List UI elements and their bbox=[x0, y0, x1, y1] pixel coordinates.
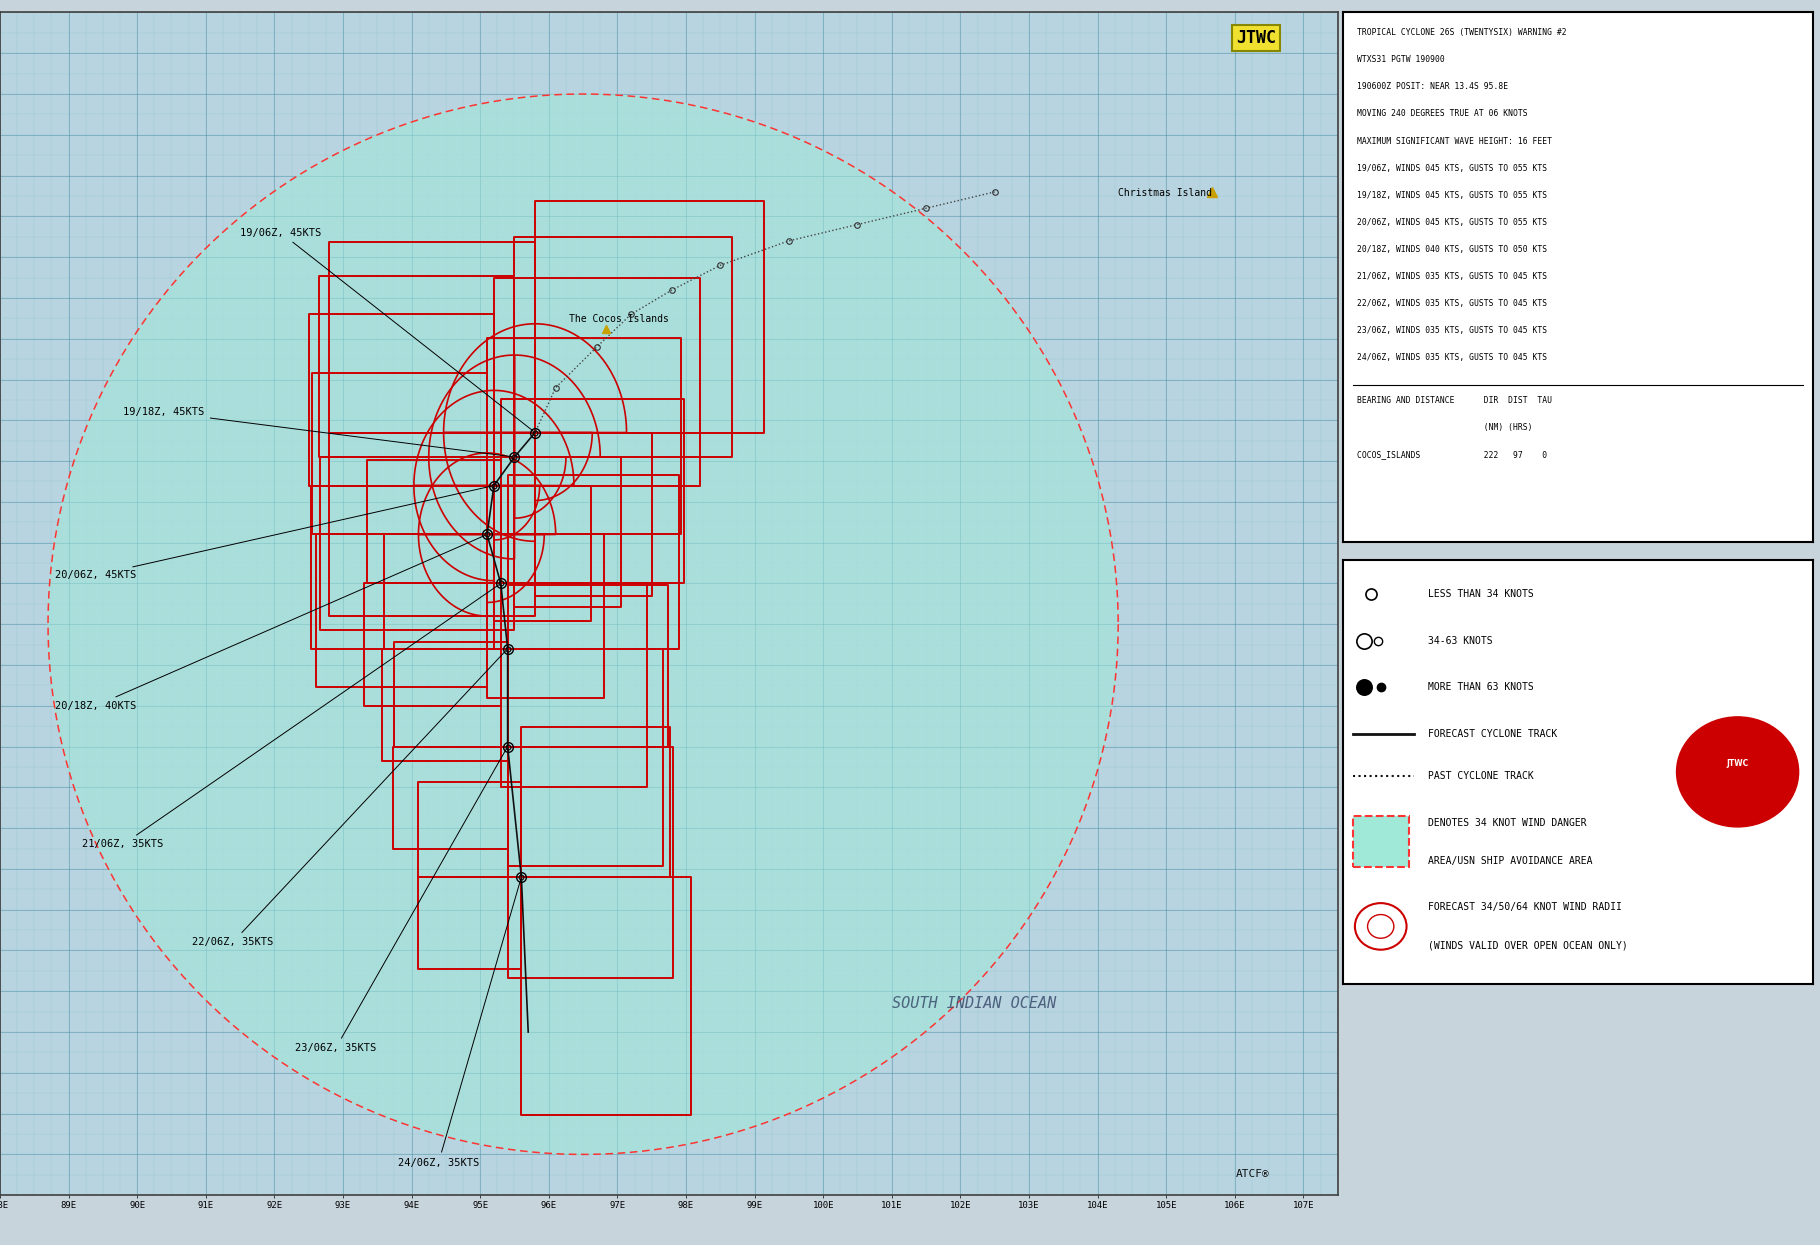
Text: The Cocos Islands: The Cocos Islands bbox=[570, 315, 670, 325]
FancyBboxPatch shape bbox=[1352, 817, 1409, 867]
Text: AREA/USN SHIP AVOIDANCE AREA: AREA/USN SHIP AVOIDANCE AREA bbox=[1427, 855, 1592, 865]
Text: 24/06Z, 35KTS: 24/06Z, 35KTS bbox=[399, 880, 521, 1168]
Circle shape bbox=[1676, 717, 1798, 827]
Text: LESS THAN 34 KNOTS: LESS THAN 34 KNOTS bbox=[1427, 589, 1534, 599]
Text: 23/06Z, 35KTS: 23/06Z, 35KTS bbox=[295, 749, 506, 1053]
Text: 24/06Z, WINDS 035 KTS, GUSTS TO 045 KTS: 24/06Z, WINDS 035 KTS, GUSTS TO 045 KTS bbox=[1358, 352, 1547, 362]
Text: WTXS31 PGTW 190900: WTXS31 PGTW 190900 bbox=[1358, 55, 1445, 65]
Text: (NM) (HRS): (NM) (HRS) bbox=[1358, 423, 1532, 432]
Text: PAST CYCLONE TRACK: PAST CYCLONE TRACK bbox=[1427, 771, 1534, 781]
Text: ATCF®: ATCF® bbox=[1236, 1169, 1269, 1179]
Text: 34-63 KNOTS: 34-63 KNOTS bbox=[1427, 636, 1492, 646]
Text: 21/06Z, WINDS 035 KTS, GUSTS TO 045 KTS: 21/06Z, WINDS 035 KTS, GUSTS TO 045 KTS bbox=[1358, 271, 1547, 280]
Text: 22/06Z, WINDS 035 KTS, GUSTS TO 045 KTS: 22/06Z, WINDS 035 KTS, GUSTS TO 045 KTS bbox=[1358, 299, 1547, 308]
Text: 20/06Z, WINDS 045 KTS, GUSTS TO 055 KTS: 20/06Z, WINDS 045 KTS, GUSTS TO 055 KTS bbox=[1358, 218, 1547, 227]
Text: JTWC: JTWC bbox=[1236, 29, 1276, 47]
Text: BEARING AND DISTANCE      DIR  DIST  TAU: BEARING AND DISTANCE DIR DIST TAU bbox=[1358, 396, 1552, 405]
Text: 20/06Z, 45KTS: 20/06Z, 45KTS bbox=[55, 486, 491, 580]
Text: (WINDS VALID OVER OPEN OCEAN ONLY): (WINDS VALID OVER OPEN OCEAN ONLY) bbox=[1427, 940, 1627, 950]
Text: 190600Z POSIT: NEAR 13.4S 95.8E: 190600Z POSIT: NEAR 13.4S 95.8E bbox=[1358, 82, 1509, 91]
Text: MAXIMUM SIGNIFICANT WAVE HEIGHT: 16 FEET: MAXIMUM SIGNIFICANT WAVE HEIGHT: 16 FEET bbox=[1358, 137, 1552, 146]
Text: 22/06Z, 35KTS: 22/06Z, 35KTS bbox=[193, 651, 506, 947]
Text: 19/06Z, WINDS 045 KTS, GUSTS TO 055 KTS: 19/06Z, WINDS 045 KTS, GUSTS TO 055 KTS bbox=[1358, 163, 1547, 173]
Text: 19/18Z, WINDS 045 KTS, GUSTS TO 055 KTS: 19/18Z, WINDS 045 KTS, GUSTS TO 055 KTS bbox=[1358, 190, 1547, 199]
Text: DENOTES 34 KNOT WIND DANGER: DENOTES 34 KNOT WIND DANGER bbox=[1427, 818, 1587, 828]
Text: FORECAST CYCLONE TRACK: FORECAST CYCLONE TRACK bbox=[1427, 728, 1556, 738]
Text: 21/06Z, 35KTS: 21/06Z, 35KTS bbox=[82, 585, 499, 849]
Text: JTWC: JTWC bbox=[1727, 759, 1749, 768]
Text: SOUTH INDIAN OCEAN: SOUTH INDIAN OCEAN bbox=[892, 996, 1056, 1011]
Text: 20/18Z, 40KTS: 20/18Z, 40KTS bbox=[55, 535, 484, 711]
Text: 19/18Z, 45KTS: 19/18Z, 45KTS bbox=[124, 407, 511, 457]
Text: FORECAST 34/50/64 KNOT WIND RADII: FORECAST 34/50/64 KNOT WIND RADII bbox=[1427, 903, 1622, 913]
Text: MORE THAN 63 KNOTS: MORE THAN 63 KNOTS bbox=[1427, 682, 1534, 692]
Text: MOVING 240 DEGREES TRUE AT 06 KNOTS: MOVING 240 DEGREES TRUE AT 06 KNOTS bbox=[1358, 110, 1527, 118]
Text: Christmas Island: Christmas Island bbox=[1117, 188, 1212, 198]
Text: 20/18Z, WINDS 040 KTS, GUSTS TO 050 KTS: 20/18Z, WINDS 040 KTS, GUSTS TO 050 KTS bbox=[1358, 245, 1547, 254]
Text: COCOS_ISLANDS             222   97    0: COCOS_ISLANDS 222 97 0 bbox=[1358, 449, 1547, 459]
Polygon shape bbox=[47, 95, 1117, 1154]
Text: 23/06Z, WINDS 035 KTS, GUSTS TO 045 KTS: 23/06Z, WINDS 035 KTS, GUSTS TO 045 KTS bbox=[1358, 326, 1547, 335]
Text: 19/06Z, 45KTS: 19/06Z, 45KTS bbox=[240, 228, 533, 431]
Text: TROPICAL CYCLONE 26S (TWENTYSIX) WARNING #2: TROPICAL CYCLONE 26S (TWENTYSIX) WARNING… bbox=[1358, 29, 1567, 37]
